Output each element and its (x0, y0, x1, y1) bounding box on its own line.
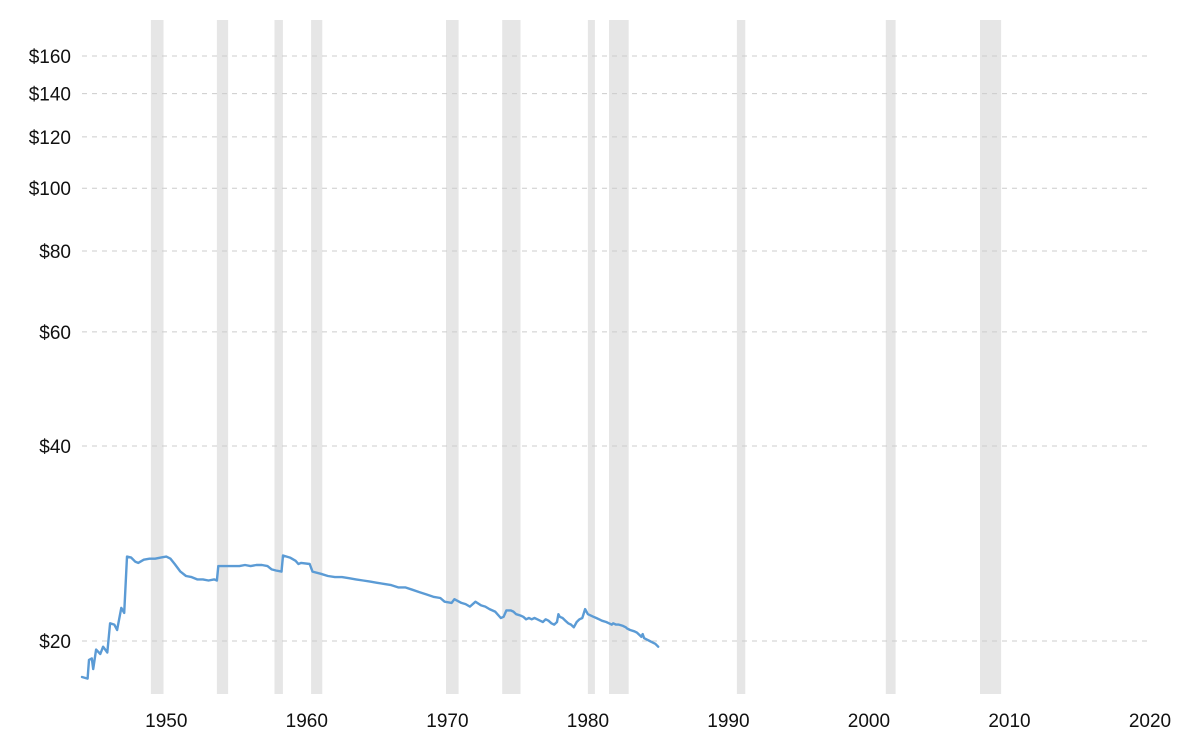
y-tick-label: $100 (29, 179, 71, 200)
recession-band-2 (216, 20, 229, 694)
x-tick-label: 1950 (145, 711, 187, 732)
x-tick-label: 1960 (286, 711, 328, 732)
recession-band-5 (446, 20, 459, 694)
y-tick-label: $140 (29, 85, 71, 106)
recession-band-4 (311, 20, 323, 694)
recession-band-10 (885, 20, 896, 694)
y-tick-label: $160 (29, 47, 71, 68)
x-tick-label: 2020 (1129, 711, 1171, 732)
y-tick-label: $40 (39, 437, 71, 458)
recession-band-11 (980, 20, 1002, 694)
x-tick-label: 2010 (988, 711, 1030, 732)
recession-band-3 (274, 20, 283, 694)
recession-band-8 (609, 20, 629, 694)
y-axis-labels: $20 $40 $60 $80 $100 $120 $140 $160 (29, 47, 71, 653)
series-line-1 (80, 554, 660, 680)
gridlines (82, 55, 1150, 642)
recession-band-6 (502, 20, 521, 694)
y-tick-label: $120 (29, 128, 71, 149)
recession-bands (150, 20, 1002, 694)
y-tick-label: $80 (39, 242, 71, 263)
y-tick-label: $20 (39, 632, 71, 653)
x-tick-label: 1990 (707, 711, 749, 732)
y-tick-label: $60 (39, 323, 71, 344)
x-tick-label: 1970 (426, 711, 468, 732)
x-tick-label: 1980 (567, 711, 609, 732)
x-axis-labels: 1950 1960 1970 1980 1990 2000 2010 2020 (145, 711, 1171, 732)
x-tick-label: 2000 (848, 711, 890, 732)
series-layer (80, 554, 660, 680)
recession-band-1 (150, 20, 164, 694)
recession-band-7 (587, 20, 595, 694)
recession-band-9 (736, 20, 746, 694)
